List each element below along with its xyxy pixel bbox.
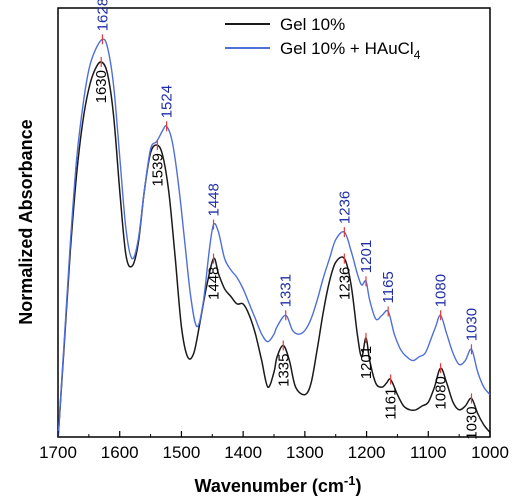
peak-label-1201-blue: 1201 (358, 240, 375, 273)
legend-label-gel: Gel 10% (280, 15, 345, 34)
legend-label-gel-haucl4: Gel 10% + HAuCl4 (280, 39, 421, 62)
peak-label-1448-blue: 1448 (206, 183, 223, 216)
series-line-0 (58, 61, 490, 437)
peak-labels: 1628 1524 1448 1331 1236 1201 1165 1080 1030 1630… (93, 0, 480, 440)
legend: Gel 10% Gel 10% + HAuCl4 (225, 15, 421, 62)
peak-label-1448-black: 1448 (206, 267, 223, 300)
x-tick-label-1700: 1700 (39, 443, 77, 462)
x-tick-label-1000: 1000 (471, 443, 509, 462)
peak-label-1030-blue: 1030 (464, 308, 481, 341)
peak-label-1524-blue: 1524 (159, 85, 176, 118)
x-tick-label-1500: 1500 (163, 443, 201, 462)
peak-label-1236-blue: 1236 (336, 191, 353, 224)
peak-label-1201-black: 1201 (358, 346, 375, 379)
peak-label-1335-black: 1335 (275, 354, 292, 387)
x-ticks: 1700 1600 1500 1400 1300 1200 1100 1000 (39, 431, 509, 462)
peak-label-1080-blue: 1080 (433, 274, 450, 307)
peak-label-1030-black: 1030 (464, 406, 481, 439)
x-tick-label-1600: 1600 (101, 443, 139, 462)
series-layer (58, 38, 490, 437)
peak-label-1165-blue: 1165 (380, 271, 397, 303)
x-tick-label-1200: 1200 (348, 443, 386, 462)
y-axis-title: Normalized Absorbance (16, 119, 36, 324)
x-tick-label-1300: 1300 (286, 443, 324, 462)
peak-label-1080-black: 1080 (433, 376, 450, 409)
series-line-1 (58, 38, 490, 437)
peak-label-1628-blue: 1628 (94, 0, 111, 31)
peak-label-1630-black: 1630 (93, 70, 110, 103)
peak-label-1539-black: 1539 (149, 153, 166, 186)
x-axis-title: Wavenumber (cm-1) (195, 473, 362, 496)
x-tick-label-1100: 1100 (410, 443, 447, 462)
peak-markers (100, 34, 473, 404)
peak-label-1331-blue: 1331 (278, 274, 295, 307)
peak-label-1161-black: 1161 (383, 388, 400, 420)
x-tick-label-1400: 1400 (224, 443, 262, 462)
peak-label-1236-black: 1236 (336, 267, 353, 300)
